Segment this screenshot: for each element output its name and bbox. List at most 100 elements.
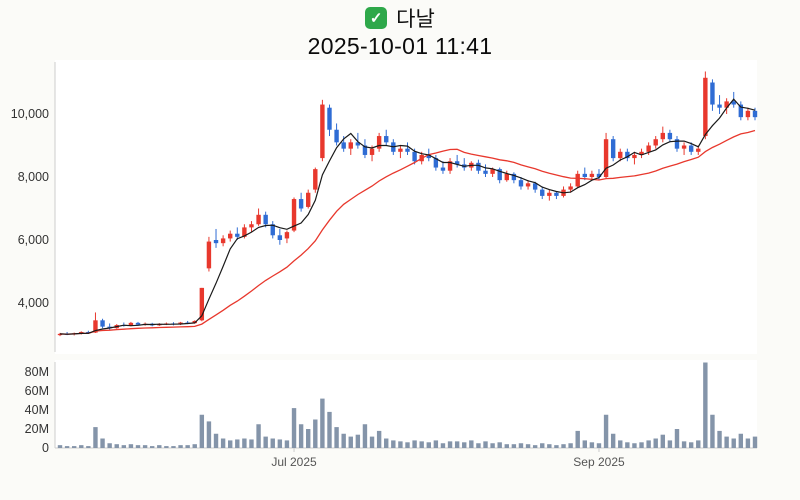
volume-bar (681, 441, 687, 448)
volume-bar (497, 442, 502, 448)
candle-body (724, 101, 729, 108)
volume-bar (532, 445, 538, 448)
candle-body (632, 154, 637, 159)
stock-title-row: ✓ 다날 (0, 5, 800, 31)
volume-bar (674, 429, 680, 448)
volume-bar (64, 446, 70, 448)
candle-body (596, 173, 602, 177)
chart-header: ✓ 다날 2025-10-01 11:41 (0, 5, 800, 60)
volume-bar (483, 441, 488, 448)
volume-bar (107, 443, 112, 448)
candle-body (135, 322, 141, 325)
volume-bar (164, 446, 169, 448)
candle-body (433, 158, 439, 168)
volume-bar (447, 441, 453, 448)
candle-body (674, 139, 680, 149)
volume-bar (540, 443, 545, 448)
candle-body (625, 151, 630, 159)
candle-body (93, 320, 98, 333)
volume-bar (504, 444, 509, 448)
candle-body (497, 169, 502, 181)
volume-bar (582, 440, 587, 448)
candle-body (731, 101, 736, 105)
candle-body (603, 139, 609, 177)
volume-bar (724, 436, 729, 448)
volume-bar (249, 439, 254, 448)
volume-bar (263, 436, 268, 448)
candle-body (291, 199, 297, 231)
candle-body (667, 132, 673, 140)
volume-bar (653, 438, 658, 448)
ma-line-ma20 (59, 129, 756, 335)
volume-bar (93, 427, 98, 448)
volume-bar (738, 433, 744, 448)
candle-body (618, 151, 623, 159)
price-axis-label: 10,000 (11, 107, 49, 121)
candle-body (582, 173, 587, 177)
volume-bar (554, 445, 559, 448)
candle-body (86, 331, 91, 333)
candle-body (398, 148, 403, 152)
volume-bar (426, 442, 431, 448)
volume-axis-label: 40M (25, 403, 49, 417)
price-plot-area (55, 60, 757, 354)
volume-bar (256, 424, 261, 448)
volume-bar (213, 433, 219, 448)
candle-body (270, 224, 275, 236)
chart-datetime: 2025-10-01 11:41 (307, 33, 493, 59)
volume-bar (667, 440, 673, 448)
volume-bar (199, 414, 205, 448)
volume-bar (369, 436, 375, 448)
candle-body (369, 148, 375, 155)
candle-body (454, 161, 460, 165)
volume-bar (511, 444, 517, 448)
volume-axis-label: 20M (25, 422, 49, 436)
volume-bar (660, 434, 666, 448)
candle-body (681, 145, 687, 149)
green-check-icon: ✓ (365, 7, 388, 29)
volume-bar (639, 442, 644, 448)
candle-body (376, 136, 382, 149)
candle-body (589, 173, 595, 177)
candle-body (696, 148, 701, 152)
volume-axis-label: 80M (25, 365, 49, 379)
candle-body (355, 142, 361, 146)
volume-bar (149, 446, 155, 448)
volume-bar (610, 433, 616, 448)
candle-body (320, 104, 325, 159)
candle-body (540, 189, 545, 196)
candle-body (228, 233, 233, 239)
volume-axis-label: 60M (25, 384, 49, 398)
volume-bar (277, 439, 283, 448)
candle-body (206, 241, 212, 269)
candle-body (213, 240, 219, 244)
candle-body (334, 129, 339, 143)
volume-bar (589, 442, 595, 448)
volume-bar (71, 446, 77, 448)
volume-bar (710, 414, 715, 448)
candle-body (511, 173, 517, 181)
volume-bar (405, 442, 410, 448)
candle-body (100, 320, 105, 327)
candle-body (688, 145, 694, 152)
candle-body (440, 167, 446, 171)
volume-bar (490, 443, 495, 448)
candle-body (306, 192, 311, 207)
volume-bar (114, 444, 119, 448)
x-axis-label: Jul 2025 (271, 455, 317, 469)
volume-bar (185, 445, 190, 448)
candle-body (717, 104, 722, 108)
candle-body (447, 161, 453, 171)
price-axis-label: 4,000 (18, 296, 49, 310)
candle-body (341, 142, 346, 149)
candle-body (426, 154, 431, 159)
candle-body (710, 82, 715, 105)
candle-body (256, 214, 261, 225)
candle-body (554, 192, 559, 196)
candle-body (298, 199, 304, 209)
volume-bar (298, 424, 304, 448)
candle-body (263, 214, 268, 225)
volume-bar (525, 444, 531, 448)
candle-body (412, 151, 417, 162)
